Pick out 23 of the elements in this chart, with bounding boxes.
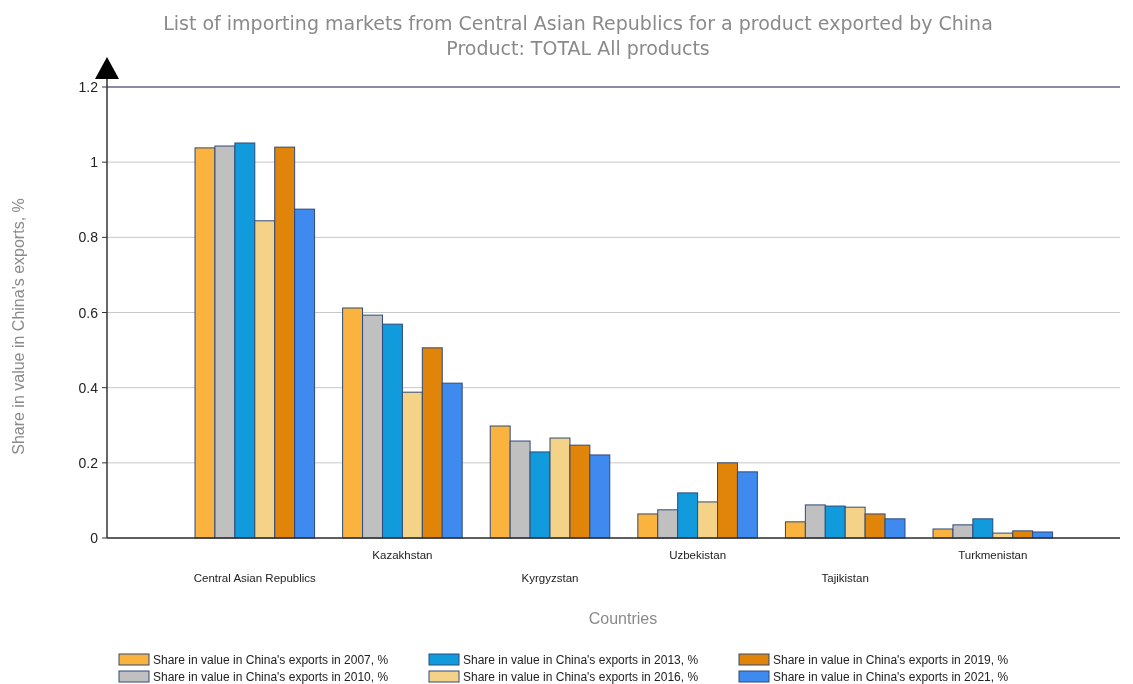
y-axis-title: Share in value in China's exports, %: [10, 198, 27, 455]
legend-label: Share in value in China's exports in 2016, %: [463, 670, 699, 684]
x-tick-label: Kazakhstan: [372, 549, 433, 561]
legend-label: Share in value in China's exports in 2010, %: [153, 670, 389, 684]
x-tick-label: Kyrgyzstan: [521, 572, 579, 584]
chart-title: List of importing markets from Central Asian Republics for a product exported by China: [163, 12, 993, 34]
y-tick-label: 0.2: [78, 454, 99, 471]
y-tick-label: 1.2: [78, 79, 99, 95]
x-axis-title: Countries: [588, 610, 658, 627]
x-tick-label: Turkmenistan: [958, 549, 1028, 561]
legend-label: Share in value in China's exports in 2019, %: [773, 653, 1009, 667]
y-tick-label: 1: [90, 154, 99, 171]
y-tick-label: 0.4: [78, 379, 99, 396]
legend-label: Share in value in China's exports in 2007, %: [153, 653, 389, 667]
y-tick-label: 0.6: [78, 304, 99, 321]
x-tick-label: Central Asian Republics: [193, 572, 317, 584]
legend-label: Share in value in China's exports in 2021, %: [773, 670, 1009, 684]
y-tick-label: 0.8: [78, 229, 99, 246]
legend-label: Share in value in China's exports in 2013, %: [463, 653, 699, 667]
y-tick-label: 0: [90, 530, 99, 546]
x-tick-label: Tajikistan: [821, 572, 869, 584]
chart-subtitle: Product: TOTAL All products: [446, 37, 710, 59]
x-tick-label: Uzbekistan: [669, 549, 727, 561]
